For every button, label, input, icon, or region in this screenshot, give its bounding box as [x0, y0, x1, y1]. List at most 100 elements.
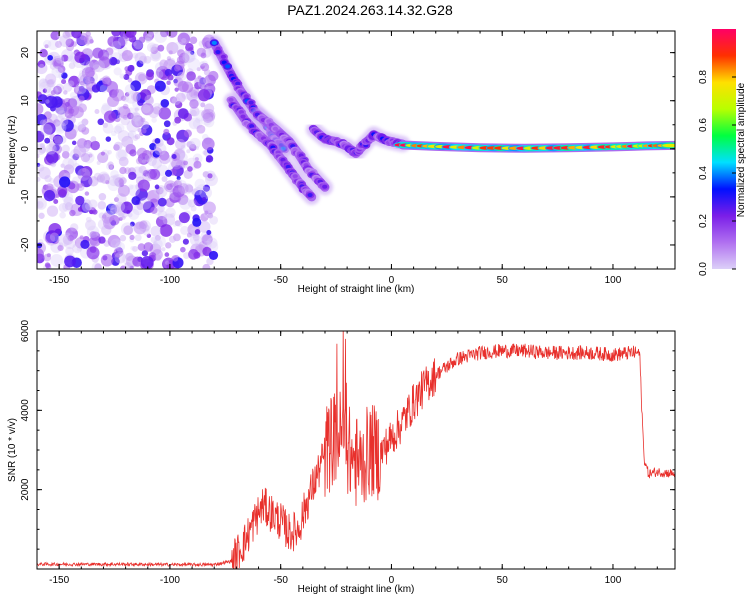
noise-blob [127, 132, 135, 139]
noise-blob [118, 178, 124, 185]
noise-blob [116, 115, 122, 120]
noise-blob [154, 69, 164, 79]
noise-blob [107, 234, 121, 248]
noise-blob [158, 152, 171, 165]
noise-blob [62, 31, 70, 39]
noise-blob [186, 141, 193, 148]
noise-blob [188, 249, 199, 260]
noise-blob [63, 90, 68, 95]
noise-blob [129, 265, 134, 269]
noise-blob [197, 89, 211, 102]
noise-blob [180, 225, 190, 235]
noise-blob [146, 31, 155, 37]
noise-blob [117, 184, 130, 197]
noise-blob [78, 85, 85, 92]
noise-blob [112, 174, 120, 182]
noise-blob [174, 87, 179, 92]
noise-blob [187, 166, 193, 172]
noise-blob [99, 84, 109, 94]
noise-blob [182, 50, 195, 64]
noise-blob [53, 121, 67, 134]
noise-blob [58, 202, 69, 213]
noise-blob [192, 217, 202, 227]
spectrogram-y-axis-label: Frequency (Hz) [7, 116, 18, 185]
noise-blob [59, 34, 72, 48]
colorbar: 0.0 0.2 0.4 0.6 0.8 Normalized spectral ampl… [698, 29, 747, 276]
noise-blob [38, 212, 45, 219]
noise-blob [186, 149, 191, 154]
noise-blob [189, 106, 200, 117]
noise-blob [153, 142, 167, 156]
noise-blob [157, 44, 165, 52]
ridge-blob-core [211, 40, 217, 45]
noise-blob [57, 244, 64, 252]
noise-blob [67, 55, 75, 63]
noise-blob [114, 252, 126, 264]
noise-blob [154, 184, 160, 190]
noise-blob [154, 235, 161, 241]
noise-blob [69, 148, 81, 160]
noise-blob [81, 118, 89, 126]
noise-blob [203, 201, 216, 215]
noise-blob [89, 209, 94, 215]
noise-blob [85, 60, 95, 70]
y-tick-label: 10 [20, 95, 31, 107]
noise-blob [57, 185, 68, 196]
y-tick-label: 20 [20, 47, 31, 59]
noise-blob [98, 56, 111, 69]
x-tick-label: 50 [497, 575, 509, 586]
snr-series-line [37, 331, 675, 569]
ridge-blob-core [322, 184, 328, 189]
noise-blob [78, 95, 85, 102]
noise-blob [202, 150, 208, 156]
snr-x-ticks: -150 -100 -50 0 50 100 [36, 331, 658, 586]
noise-blob [184, 184, 194, 193]
noise-blob [80, 152, 91, 163]
noise-blob [119, 234, 127, 242]
noise-blob [79, 74, 92, 87]
noise-blob [127, 77, 133, 83]
noise-blob [79, 80, 85, 86]
noise-blob [186, 71, 196, 81]
noise-blob [178, 152, 188, 163]
noise-blob [53, 119, 61, 127]
noise-blob [108, 175, 120, 187]
noise-blob [189, 143, 197, 152]
noise-blob [132, 246, 138, 252]
noise-blob [153, 239, 163, 249]
noise-blob [124, 84, 135, 95]
noise-blob [37, 200, 41, 207]
noise-blob [52, 57, 64, 70]
noise-blob [59, 211, 66, 219]
noise-blob [67, 80, 75, 87]
noise-blob [148, 107, 160, 119]
noise-blob [143, 31, 155, 41]
noise-blob [52, 134, 63, 144]
noise-blob [86, 48, 93, 56]
noise-blob [163, 128, 170, 135]
noise-blob [109, 215, 120, 226]
noise-blob [130, 111, 141, 122]
noise-blob [176, 220, 183, 228]
noise-blob [199, 186, 213, 200]
noise-blob [172, 256, 179, 262]
noise-blob [203, 68, 211, 76]
noise-blob [46, 205, 59, 217]
noise-blob [164, 169, 173, 177]
noise-blob [159, 224, 173, 237]
y-tick-label: -20 [20, 237, 31, 252]
noise-blob [199, 61, 205, 67]
noise-blob [130, 245, 135, 251]
noise-blob [168, 235, 177, 243]
noise-blob [96, 174, 106, 183]
noise-blob [61, 54, 69, 62]
noise-blob [51, 65, 64, 78]
noise-blob [127, 212, 133, 218]
noise-blob [120, 115, 131, 126]
noise-blob [134, 116, 145, 127]
noise-blob [85, 219, 96, 231]
noise-blob [88, 176, 99, 187]
noise-blob [132, 52, 139, 59]
noise-blob [69, 209, 76, 217]
x-tick-label: 100 [605, 575, 622, 586]
